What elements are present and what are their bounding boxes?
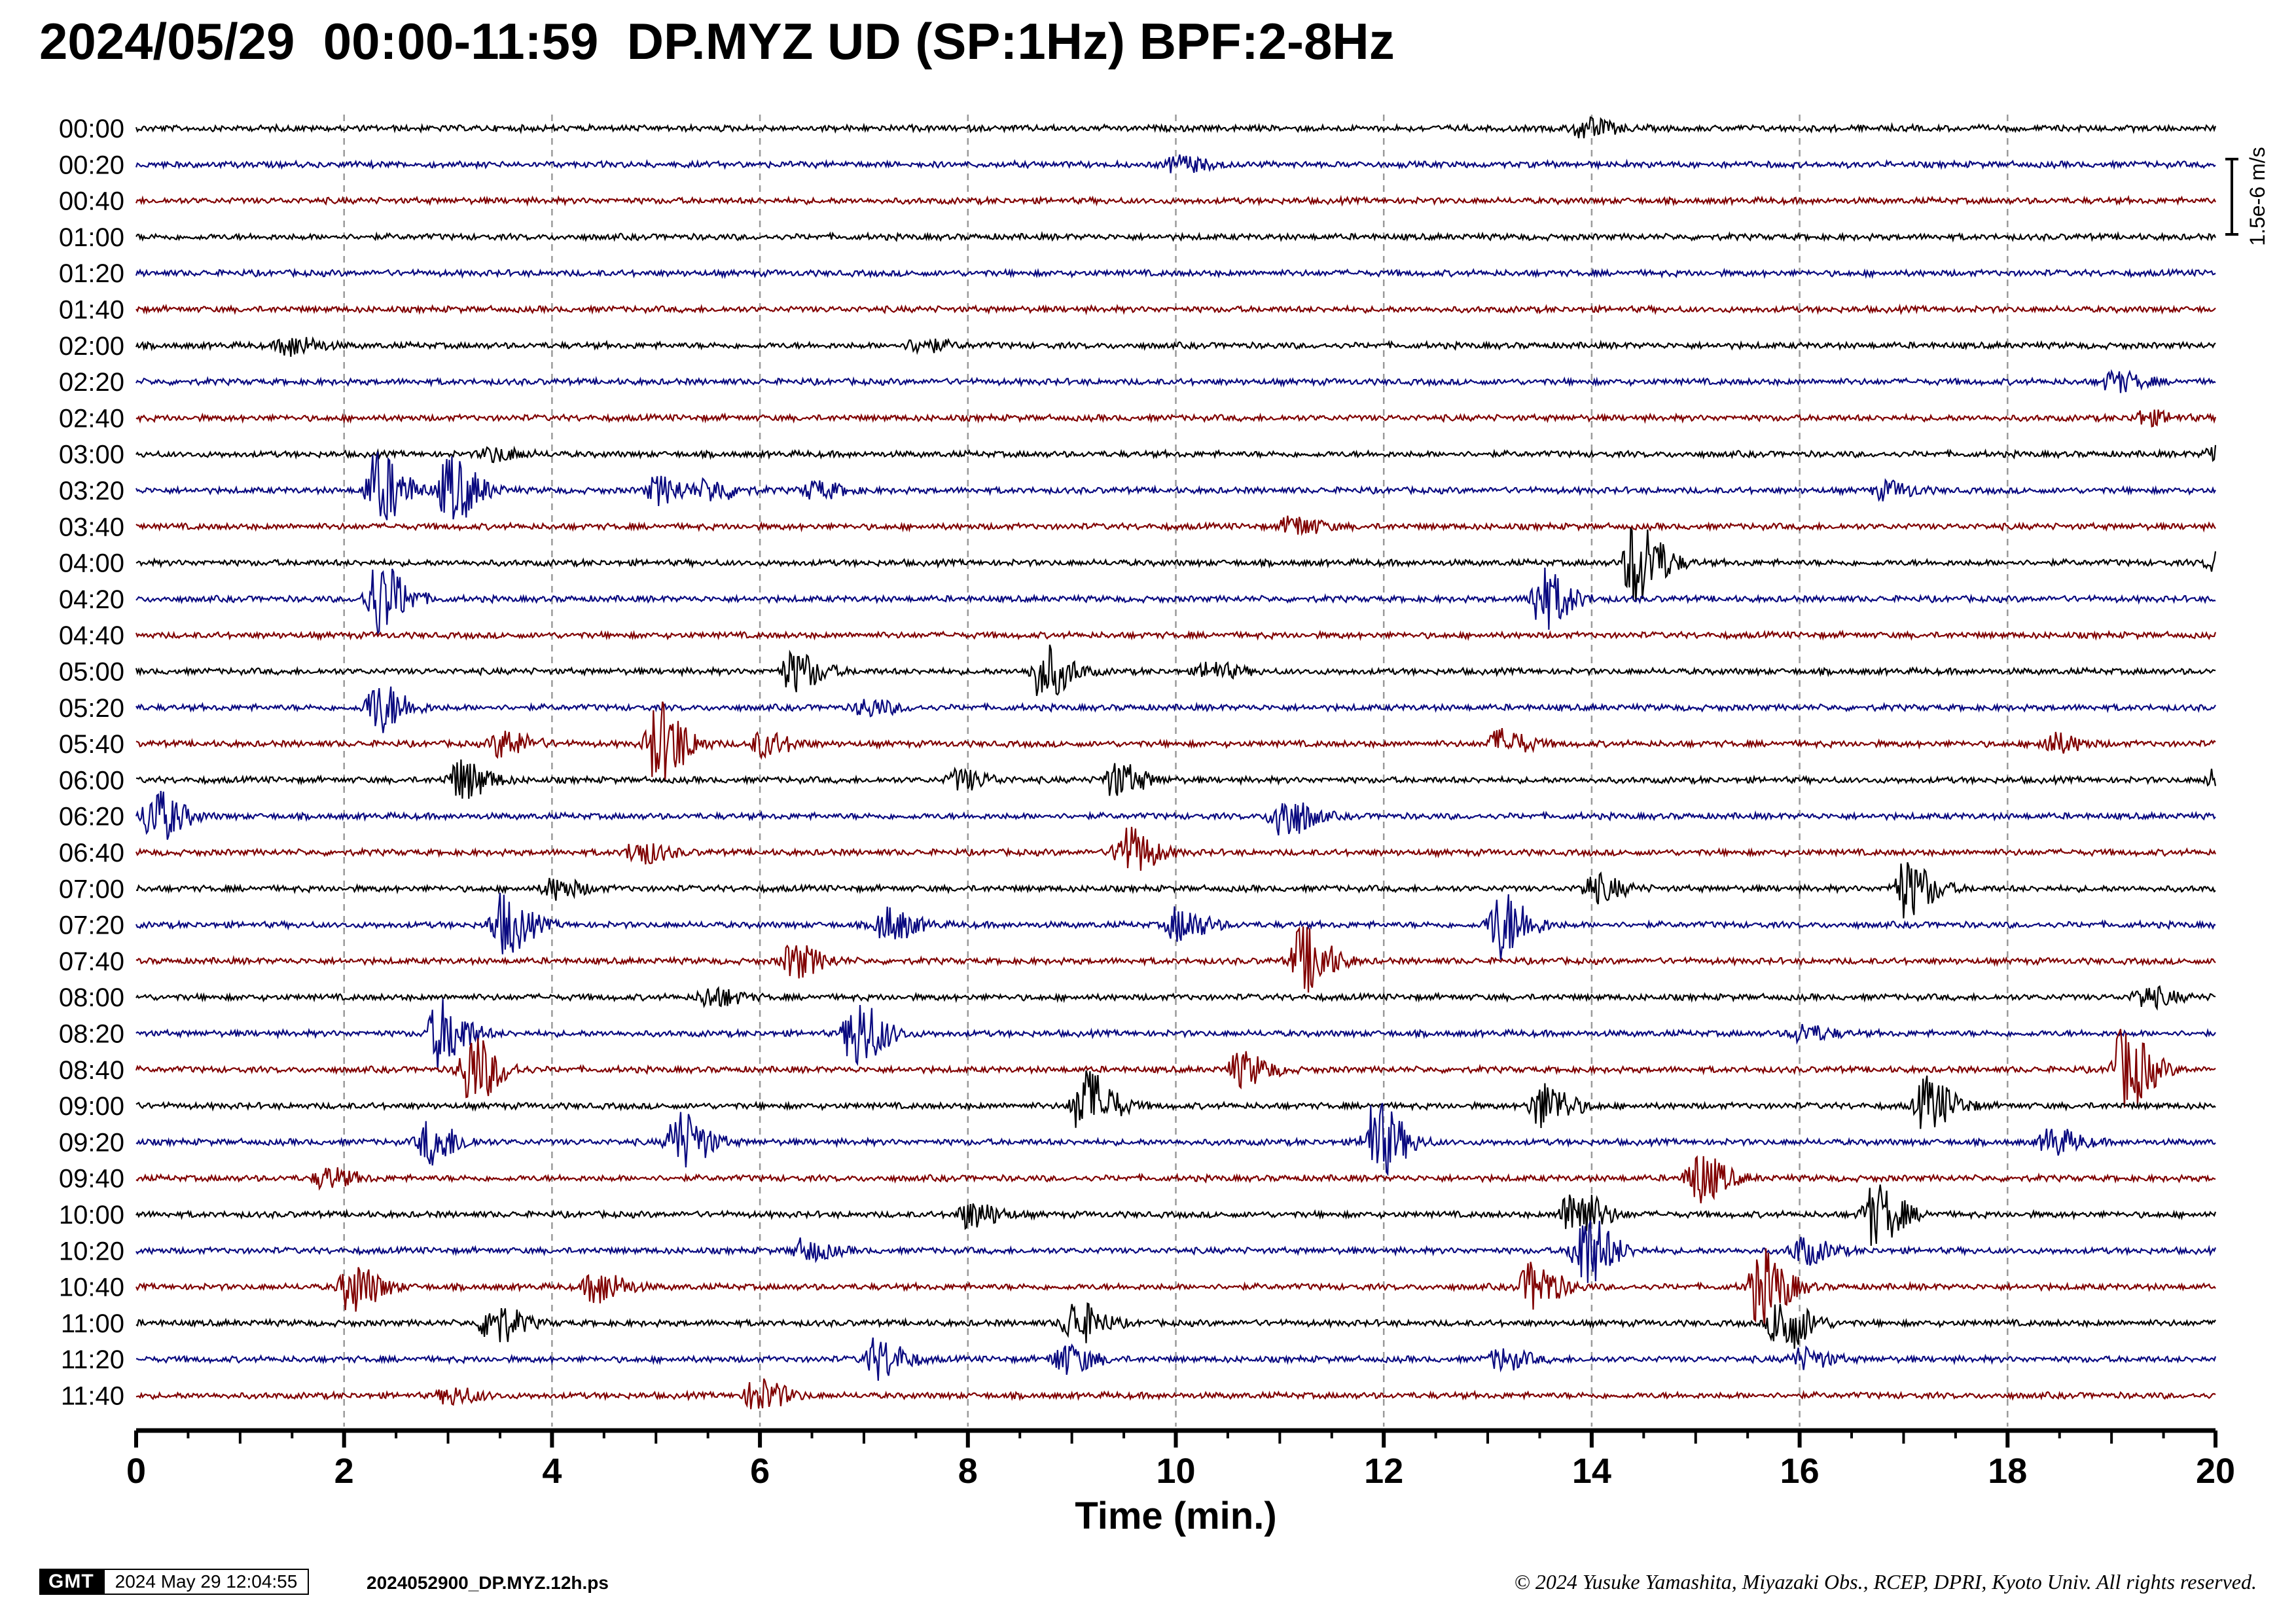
scale-label: 1.5e-6 m/s (2246, 147, 2269, 246)
row-label: 06:00 (59, 766, 124, 795)
row-label: 01:00 (59, 223, 124, 252)
trace-row-0320 (135, 451, 2216, 520)
trace-row-1120 (135, 1337, 2217, 1381)
trace-row-1040 (135, 1248, 2216, 1326)
trace-row-0420 (135, 567, 2216, 636)
seismogram-traces (135, 116, 2217, 1410)
row-label: 01:40 (59, 296, 124, 325)
x-tick-label: 8 (958, 1451, 978, 1491)
trace-row-0620 (135, 791, 2216, 840)
x-tick-label: 18 (1988, 1451, 2027, 1491)
row-label: 07:40 (59, 947, 124, 976)
trace-row-0100 (135, 230, 2216, 243)
row-label: 01:20 (59, 259, 124, 288)
row-label: 07:20 (59, 911, 124, 940)
trace-row-1000 (135, 1184, 2217, 1246)
trace-row-0440 (135, 629, 2217, 642)
trace-row-0120 (135, 267, 2216, 280)
x-tick-label: 10 (1156, 1451, 1195, 1491)
row-time-labels: 00:00 00:20 00:40 01:00 01:20 01:40 02:00 02:20… (59, 115, 124, 1411)
trace-row-0720 (135, 892, 2216, 960)
row-label: 02:00 (59, 332, 124, 361)
row-label: 09:20 (59, 1128, 124, 1157)
trace-row-0040 (135, 194, 2216, 207)
trace-row-0920 (135, 1103, 2216, 1176)
trace-row-0840 (135, 1029, 2216, 1108)
vertical-gridlines (343, 115, 2009, 1427)
trace-row-1100 (135, 1302, 2216, 1349)
output-filename: 2024052900_DP.MYZ.12h.ps (367, 1573, 609, 1593)
row-label: 08:00 (59, 983, 124, 1012)
trace-row-0200 (135, 336, 2216, 357)
row-label: 11:40 (61, 1382, 124, 1411)
trace-row-0000 (135, 116, 2217, 139)
gmt-logo: GMT (39, 1569, 103, 1595)
trace-row-0540 (135, 701, 2216, 782)
trace-row-0640 (135, 826, 2217, 871)
trace-row-0240 (135, 409, 2217, 428)
row-label: 06:40 (59, 839, 124, 867)
row-label: 10:20 (59, 1237, 124, 1266)
chart-title: 2024/05/29 00:00-11:59 DP.MYZ UD (SP:1Hz… (39, 12, 1395, 70)
x-axis: 0 2 4 6 8 10 12 14 16 18 20 Time (min.) (126, 1428, 2235, 1537)
amplitude-scale-bar: 1.5e-6 m/s (2225, 147, 2269, 246)
x-tick-label: 6 (750, 1451, 770, 1491)
x-tick-label: 4 (542, 1451, 562, 1491)
row-label: 05:20 (59, 694, 124, 723)
x-tick-label: 12 (1364, 1451, 1403, 1491)
trace-row-0300 (135, 445, 2217, 464)
x-axis-label: Time (min.) (1075, 1495, 1276, 1537)
trace-row-0220 (135, 369, 2216, 393)
row-label: 03:40 (59, 513, 124, 541)
trace-row-0940 (135, 1155, 2216, 1204)
trace-row-1140 (135, 1378, 2216, 1410)
row-label: 08:40 (59, 1056, 124, 1085)
row-label: 02:20 (59, 368, 124, 397)
trace-row-0340 (135, 515, 2216, 536)
x-tick-label: 2 (334, 1451, 354, 1491)
trace-row-1020 (135, 1220, 2217, 1283)
row-label: 04:40 (59, 621, 124, 650)
row-label: 04:00 (59, 549, 124, 578)
row-label: 07:00 (59, 875, 124, 903)
trace-row-0800 (135, 985, 2216, 1011)
trace-row-0740 (135, 926, 2216, 993)
trace-row-0700 (135, 862, 2216, 919)
trace-row-0140 (135, 303, 2216, 316)
row-label: 03:20 (59, 477, 124, 505)
x-tick-label: 14 (1572, 1451, 1611, 1491)
copyright-notice: © 2024 Yusuke Yamashita, Miyazaki Obs., … (1514, 1570, 2257, 1594)
row-label: 09:40 (59, 1165, 124, 1194)
row-label: 03:00 (59, 441, 124, 469)
trace-row-0600 (135, 759, 2217, 799)
row-label: 10:40 (59, 1273, 124, 1302)
row-label: 04:20 (59, 585, 124, 614)
row-label: 00:20 (59, 151, 124, 179)
row-label: 11:20 (61, 1345, 124, 1374)
row-label: 05:00 (59, 658, 124, 687)
x-tick-label: 20 (2196, 1451, 2235, 1491)
row-label: 11:00 (61, 1309, 124, 1338)
row-label: 00:00 (59, 115, 124, 143)
row-label: 08:20 (59, 1020, 124, 1049)
row-label: 02:40 (59, 404, 124, 433)
trace-row-0500 (135, 644, 2216, 697)
row-label: 05:40 (59, 730, 124, 759)
trace-row-0400 (135, 527, 2217, 602)
row-label: 10:00 (59, 1201, 124, 1230)
trace-row-0820 (135, 998, 2216, 1070)
x-tick-label: 0 (126, 1451, 146, 1491)
x-tick-label: 16 (1780, 1451, 1820, 1491)
row-label: 09:00 (59, 1092, 124, 1121)
row-label: 00:40 (59, 187, 124, 216)
trace-row-0900 (135, 1070, 2216, 1129)
generation-timestamp: 2024 May 29 12:04:55 (103, 1569, 310, 1595)
trace-row-0020 (135, 154, 2216, 173)
trace-row-0520 (135, 686, 2216, 733)
gmt-timestamp-badge: GMT 2024 May 29 12:04:55 (39, 1569, 310, 1595)
row-label: 06:20 (59, 803, 124, 831)
